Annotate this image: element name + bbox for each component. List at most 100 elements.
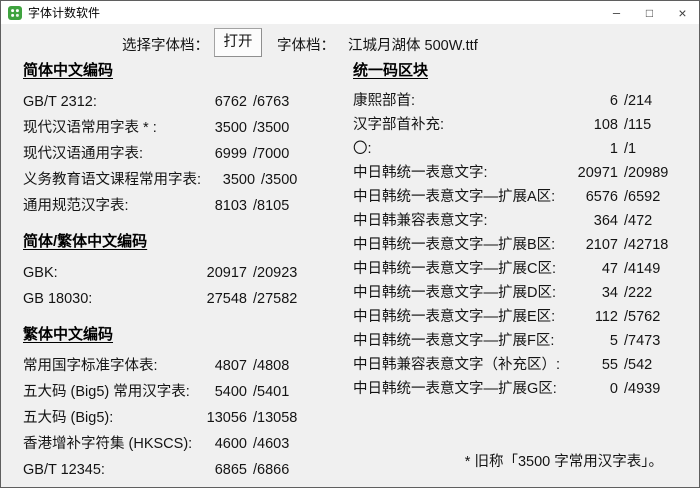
- stat-count: 6576: [585, 189, 618, 205]
- stat-row: 中日韩统一表意文字—扩展F区: 5 /7473: [353, 329, 669, 353]
- stat-label: 义务教育语文课程常用字表:: [23, 172, 202, 188]
- stat-total: /27582: [253, 291, 298, 307]
- stat-row: 现代汉语常用字表 * : 3500 /3500: [23, 115, 309, 141]
- stat-row: 〇: 1 /1: [353, 137, 669, 161]
- stat-count: 20917: [206, 265, 247, 281]
- stat-row: 中日韩统一表意文字—扩展A区: 6576 /6592: [353, 185, 669, 209]
- stat-row: 五大码 (Big5): 13056 /13058: [23, 405, 309, 431]
- stat-label: 汉字部首补充:: [353, 117, 445, 133]
- stat-label: 现代汉语常用字表 * :: [23, 120, 157, 136]
- stat-total: /42718: [624, 237, 669, 253]
- stat-label: 中日韩统一表意文字—扩展C区:: [353, 261, 556, 277]
- stat-total: /1: [624, 141, 637, 157]
- section-simplified-traditional: 简体/繁体中文编码 GBK: 20917 /20923 GB 18030: 27…: [23, 232, 309, 312]
- stat-row: 康熙部首: 6 /214: [353, 89, 669, 113]
- stat-total: /5401: [253, 384, 290, 400]
- stat-row: 通用规范汉字表: 8103 /8105: [23, 193, 309, 219]
- stat-total: /542: [624, 357, 653, 373]
- left-column: 简体中文编码 GB/T 2312: 6762 /6763 现代汉语常用字表 * …: [23, 61, 309, 483]
- stat-row: 现代汉语通用字表: 6999 /7000: [23, 141, 309, 167]
- stat-label: 中日韩统一表意文字—扩展B区:: [353, 237, 556, 253]
- select-font-label: 选择字体档：: [122, 38, 209, 54]
- stat-label: 五大码 (Big5):: [23, 410, 114, 426]
- stat-row: GB/T 12345: 6865 /6866: [23, 457, 309, 483]
- section-title: 简体中文编码: [23, 62, 114, 79]
- stat-total: /472: [624, 213, 653, 229]
- right-column: 统一码区块 康熙部首: 6 /214 汉字部首补充: 108 /115 〇: 1…: [353, 61, 669, 401]
- stat-count: 3500: [222, 172, 256, 188]
- open-button[interactable]: 打开: [214, 28, 262, 57]
- stat-label: 中日韩统一表意文字—扩展E区:: [353, 309, 556, 325]
- stat-row: 香港增补字符集 (HKSCS): 4600 /4603: [23, 431, 309, 457]
- close-icon[interactable]: ×: [678, 4, 687, 21]
- stat-total: /13058: [253, 410, 298, 426]
- stat-total: /214: [624, 93, 653, 109]
- stat-count: 13056: [206, 410, 247, 426]
- stat-row: GBK: 20917 /20923: [23, 260, 309, 286]
- stat-count: 6762: [214, 94, 247, 110]
- stat-row: 常用国字标准字体表: 4807 /4808: [23, 353, 309, 379]
- stat-row: GB/T 2312: 6762 /6763: [23, 89, 309, 115]
- stat-total: /6592: [624, 189, 661, 205]
- section-traditional: 繁体中文编码 常用国字标准字体表: 4807 /4808 五大码 (Big5) …: [23, 325, 309, 483]
- stat-count: 5: [609, 333, 618, 349]
- stat-count: 6999: [214, 146, 247, 162]
- title-bar: 字体计数软件 – □ ×: [1, 1, 699, 24]
- stat-row: 中日韩统一表意文字: 20971 /20989: [353, 161, 669, 185]
- stat-total: /6763: [253, 94, 290, 110]
- stat-total: /4939: [624, 381, 661, 397]
- maximize-icon[interactable]: □: [645, 5, 654, 20]
- stat-count: 20971: [577, 165, 618, 181]
- section-simplified: 简体中文编码 GB/T 2312: 6762 /6763 现代汉语常用字表 * …: [23, 61, 309, 219]
- section-title: 简体/繁体中文编码: [23, 233, 148, 250]
- window-title: 字体计数软件: [28, 6, 101, 20]
- stat-row: 汉字部首补充: 108 /115: [353, 113, 669, 137]
- stat-count: 6865: [214, 462, 247, 478]
- stat-label: GB 18030:: [23, 291, 93, 307]
- stat-count: 47: [601, 261, 618, 277]
- stat-total: /3500: [261, 172, 298, 188]
- stat-count: 6: [609, 93, 618, 109]
- stat-label: 中日韩统一表意文字—扩展F区:: [353, 333, 555, 349]
- stat-label: 五大码 (Big5) 常用汉字表:: [23, 384, 190, 400]
- stat-row: 五大码 (Big5) 常用汉字表: 5400 /5401: [23, 379, 309, 405]
- minimize-icon[interactable]: –: [612, 5, 621, 20]
- stat-count: 27548: [206, 291, 247, 307]
- stat-count: 0: [609, 381, 618, 397]
- stat-label: 香港增补字符集 (HKSCS):: [23, 436, 193, 452]
- stat-count: 3500: [214, 120, 247, 136]
- toolbar: 选择字体档： 打开 字体档： 江城月湖体 500W.ttf: [1, 24, 699, 60]
- stat-label: 中日韩统一表意文字—扩展A区:: [353, 189, 556, 205]
- stat-total: /6866: [253, 462, 290, 478]
- stat-label: 中日韩兼容表意文字:: [353, 213, 488, 229]
- stat-count: 4807: [214, 358, 247, 374]
- stat-total: /4149: [624, 261, 661, 277]
- stat-label: 〇:: [353, 141, 372, 157]
- stat-label: 中日韩统一表意文字—扩展D区:: [353, 285, 556, 301]
- stat-row: 中日韩统一表意文字—扩展C区: 47 /4149: [353, 257, 669, 281]
- section-title: 统一码区块: [353, 62, 429, 79]
- stat-label: GB/T 2312:: [23, 94, 97, 110]
- stat-count: 112: [594, 309, 618, 325]
- stat-total: /222: [624, 285, 653, 301]
- stat-total: /4808: [253, 358, 290, 374]
- stat-row: 中日韩兼容表意文字: 364 /472: [353, 209, 669, 233]
- stat-row: GB 18030: 27548 /27582: [23, 286, 309, 312]
- font-file-name: 江城月湖体 500W.ttf: [348, 38, 478, 54]
- stat-total: /8105: [253, 198, 290, 214]
- footnote: * 旧称「3500 字常用汉字表」。: [464, 454, 663, 470]
- app-icon: [8, 5, 22, 20]
- stat-count: 5400: [214, 384, 247, 400]
- stat-count: 364: [593, 213, 618, 229]
- font-file-label: 字体档：: [277, 38, 335, 54]
- stat-count: 34: [601, 285, 618, 301]
- stat-row: 义务教育语文课程常用字表: 3500 /3500: [23, 167, 309, 193]
- stat-label: 现代汉语通用字表:: [23, 146, 144, 162]
- stat-row: 中日韩统一表意文字—扩展D区: 34 /222: [353, 281, 669, 305]
- stat-count: 8103: [214, 198, 247, 214]
- stat-label: 常用国字标准字体表:: [23, 358, 158, 374]
- stat-row: 中日韩统一表意文字—扩展B区: 2107 /42718: [353, 233, 669, 257]
- stat-row: 中日韩兼容表意文字（补充区）: 55 /542: [353, 353, 669, 377]
- stat-count: 2107: [585, 237, 618, 253]
